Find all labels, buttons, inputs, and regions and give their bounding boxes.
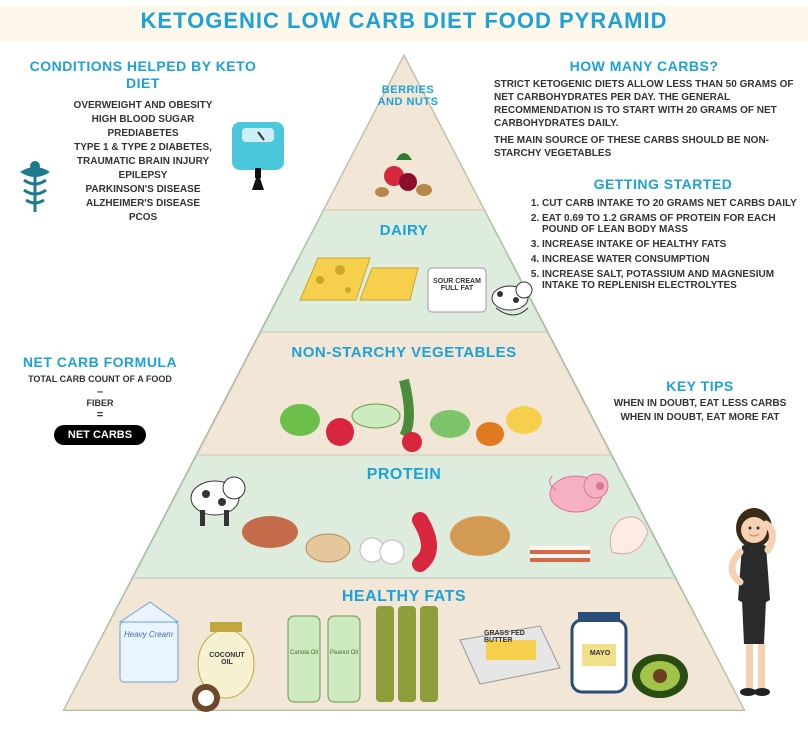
- netcarb-heading: NET CARB FORMULA: [20, 354, 180, 370]
- keytips-section: KEY TIPS WHEN IN DOUBT, EAT LESS CARBS W…: [600, 378, 800, 426]
- label-mayo: MAYO: [588, 650, 612, 657]
- gs-item: INCREASE SALT, POTASSIUM AND MAGNESIUM I…: [542, 269, 804, 291]
- netcarb-line2: FIBER: [20, 398, 180, 410]
- gs-item: EAT 0.69 TO 1.2 GRAMS OF PROTEIN FOR EAC…: [542, 213, 804, 235]
- condition-item: PARKINSON'S DISEASE: [28, 184, 258, 195]
- carbs-section: HOW MANY CARBS? STRICT KETOGENIC DIETS A…: [494, 58, 794, 160]
- condition-item: PCOS: [28, 212, 258, 223]
- caduceus-icon: [14, 158, 56, 218]
- scale-icon: [228, 118, 288, 198]
- woman-icon: [712, 500, 802, 720]
- keytips-list: WHEN IN DOUBT, EAT LESS CARBS WHEN IN DO…: [600, 398, 800, 423]
- gs-item: INCREASE INTAKE OF HEALTHY FATS: [542, 239, 804, 250]
- condition-item: ALZHEIMER'S DISEASE: [28, 198, 258, 209]
- label-heavy-cream: Heavy Cream: [124, 630, 174, 639]
- condition-item: TRAUMATIC BRAIN INJURY: [28, 156, 258, 167]
- tier-label-veg: NON-STARCHY VEGETABLES: [278, 344, 530, 361]
- condition-item: OVERWEIGHT AND OBESITY: [28, 100, 258, 111]
- carbs-p1: STRICT KETOGENIC DIETS ALLOW LESS THAN 5…: [494, 78, 794, 130]
- peanut: [328, 616, 360, 702]
- carbs-heading: HOW MANY CARBS?: [494, 58, 794, 74]
- conditions-section: CONDITIONS HELPED BY KETO DIET OVERWEIGH…: [28, 58, 258, 226]
- getting-started-section: GETTING STARTED CUT CARB INTAKE TO 20 GR…: [522, 176, 804, 295]
- tier-label-dairy: DAIRY: [360, 222, 448, 239]
- gs-heading: GETTING STARTED: [522, 176, 804, 192]
- label-canola: Canola Oil: [288, 650, 320, 656]
- canola: [288, 616, 320, 702]
- olive-oil: [376, 606, 438, 702]
- label-coconut: COCONUT OIL: [204, 652, 250, 666]
- keytip-item: WHEN IN DOUBT, EAT LESS CARBS: [600, 398, 800, 409]
- keytip-item: WHEN IN DOUBT, EAT MORE FAT: [600, 412, 800, 423]
- gs-item: CUT CARB INTAKE TO 20 GRAMS NET CARBS DA…: [542, 198, 804, 209]
- keytips-heading: KEY TIPS: [600, 378, 800, 394]
- label-sour-cream: SOUR CREAM FULL FAT: [432, 278, 482, 292]
- netcarb-section: NET CARB FORMULA TOTAL CARB COUNT OF A F…: [20, 354, 180, 445]
- tier-label-protein: PROTEIN: [340, 466, 468, 484]
- carbs-p2: THE MAIN SOURCE OF THESE CARBS SHOULD BE…: [494, 134, 794, 160]
- condition-item: PREDIABETES: [28, 128, 258, 139]
- avocado: [632, 654, 688, 698]
- netcarb-line1: TOTAL CARB COUNT OF A FOOD: [20, 374, 180, 386]
- label-peanut: Peanut Oil: [328, 650, 360, 656]
- condition-item: EPILEPSY: [28, 170, 258, 181]
- tier-label-fats: HEALTHY FATS: [330, 588, 478, 606]
- gs-item: INCREASE WATER CONSUMPTION: [542, 254, 804, 265]
- netcarb-equals: =: [20, 409, 180, 421]
- conditions-list: OVERWEIGHT AND OBESITY HIGH BLOOD SUGAR …: [28, 100, 258, 223]
- netcarb-minus: –: [20, 386, 180, 398]
- conditions-heading: CONDITIONS HELPED BY KETO DIET: [28, 58, 258, 92]
- label-butter: GRASS FED BUTTER: [484, 630, 540, 644]
- netcarb-result: NET CARBS: [54, 425, 146, 445]
- condition-item: TYPE 1 & TYPE 2 DIABETES,: [28, 142, 258, 153]
- condition-item: HIGH BLOOD SUGAR: [28, 114, 258, 125]
- gs-list: CUT CARB INTAKE TO 20 GRAMS NET CARBS DA…: [522, 198, 804, 291]
- tier-label-berries: BERRIES AND NUTS: [368, 84, 448, 108]
